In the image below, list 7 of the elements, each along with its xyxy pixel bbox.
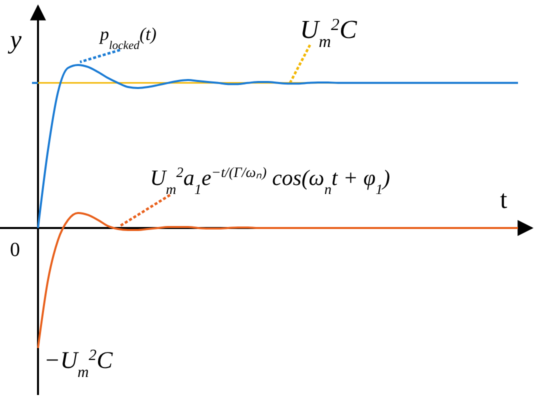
y-axis-title: y: [7, 25, 22, 54]
x-axis-title: t: [500, 185, 508, 214]
annotation: −U$_{m}$$^{2}$C: [44, 346, 114, 380]
series-label: p$_{locked}$(t): [98, 24, 156, 52]
text: U$_{m}$$^{2}$a$_{1}$e$^{−t/(Γ/ωₙ)}$ cos(ω$_{n}$t + φ$_{1}$): [150, 164, 390, 198]
text: 0: [10, 239, 20, 261]
ref-line-label: U$_{m}$$^{2}$C: [300, 14, 358, 50]
